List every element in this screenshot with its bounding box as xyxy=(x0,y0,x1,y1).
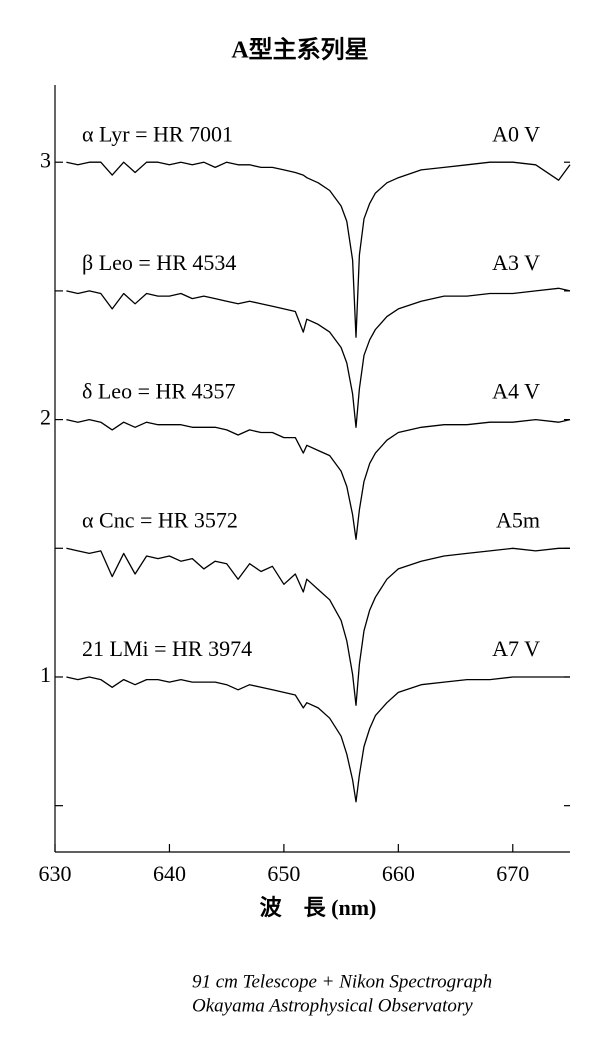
spectral-type: A7 V xyxy=(492,636,540,661)
series-label: 21 LMi = HR 3974 xyxy=(82,636,252,661)
spectrum-line xyxy=(66,161,571,338)
y-tick-label: 2 xyxy=(40,405,51,430)
spectral-type: A4 V xyxy=(492,379,540,404)
spectral-type: A0 V xyxy=(492,121,540,146)
series-label: β Leo = HR 4534 xyxy=(82,250,236,275)
chart-title: A型主系列星 xyxy=(231,37,368,64)
y-tick-label: 1 xyxy=(40,662,51,687)
series-label: α Cnc = HR 3572 xyxy=(82,507,238,532)
spectral-type: A3 V xyxy=(492,250,540,275)
x-tick-label: 630 xyxy=(39,861,72,886)
credit: Okayama Astrophysical Observatory xyxy=(192,995,473,1016)
spectrum-line xyxy=(66,418,571,540)
x-tick-label: 650 xyxy=(267,861,300,886)
series-label: α Lyr = HR 7001 xyxy=(82,121,233,146)
credit: 91 cm Telescope + Nikon Spectrograph xyxy=(192,971,492,992)
spectrum-line xyxy=(66,547,570,706)
spectrum-line xyxy=(66,287,571,428)
x-axis-label: 波 長 (nm) xyxy=(260,895,377,920)
series-label: δ Leo = HR 4357 xyxy=(82,379,236,404)
x-tick-label: 670 xyxy=(496,861,529,886)
spectral-type: A5m xyxy=(496,507,540,532)
x-tick-label: 640 xyxy=(153,861,186,886)
x-tick-label: 660 xyxy=(382,861,415,886)
y-tick-label: 3 xyxy=(40,147,51,172)
spectrum-line xyxy=(66,676,570,803)
